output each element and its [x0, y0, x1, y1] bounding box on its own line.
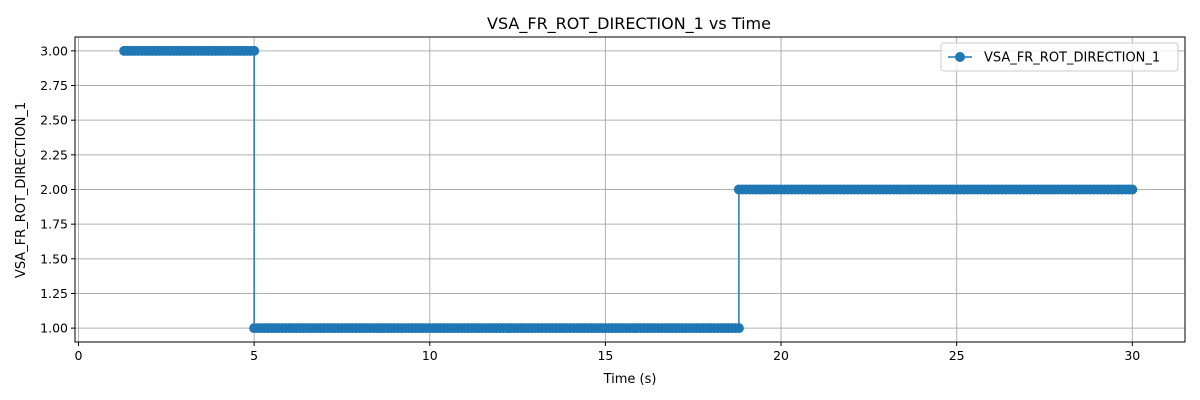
y-tick-label: 2.50	[40, 113, 68, 128]
x-tick-label: 10	[422, 348, 438, 363]
data-point	[249, 45, 260, 56]
x-tick-label: 30	[1124, 348, 1140, 363]
y-tick-label: 1.75	[40, 217, 68, 232]
x-tick-label: 15	[597, 348, 613, 363]
x-tick-label: 5	[250, 348, 258, 363]
legend: VSA_FR_ROT_DIRECTION_1	[940, 42, 1179, 72]
chart-title: VSA_FR_ROT_DIRECTION_1 vs Time	[487, 14, 771, 34]
y-tick-label: 2.25	[40, 147, 68, 162]
x-axis: 0 5 10 15 20 25 30	[75, 342, 1140, 363]
y-axis: 1.00 1.25 1.50 1.75 2.00 2.25 2.50 2.75 3.00	[40, 43, 75, 336]
y-tick-label: 1.25	[40, 286, 68, 301]
legend-label: VSA_FR_ROT_DIRECTION_1	[984, 51, 1160, 66]
y-tick-label: 3.00	[40, 43, 68, 58]
x-tick-label: 25	[949, 348, 965, 363]
x-tick-label: 20	[773, 348, 789, 363]
legend-marker	[955, 52, 965, 62]
x-tick-label: 0	[75, 348, 83, 363]
grid	[75, 37, 1185, 342]
y-tick-label: 1.00	[40, 321, 68, 336]
data-point	[1127, 184, 1138, 195]
legend-box	[940, 42, 1179, 72]
y-tick-label: 2.75	[40, 78, 68, 93]
y-tick-label: 1.50	[40, 251, 68, 266]
y-axis-label: VSA_FR_ROT_DIRECTION_1	[14, 102, 29, 278]
y-tick-label: 2.00	[40, 182, 68, 197]
data-point	[733, 323, 744, 334]
x-axis-label: Time (s)	[603, 372, 657, 387]
series-plot	[119, 45, 1138, 334]
